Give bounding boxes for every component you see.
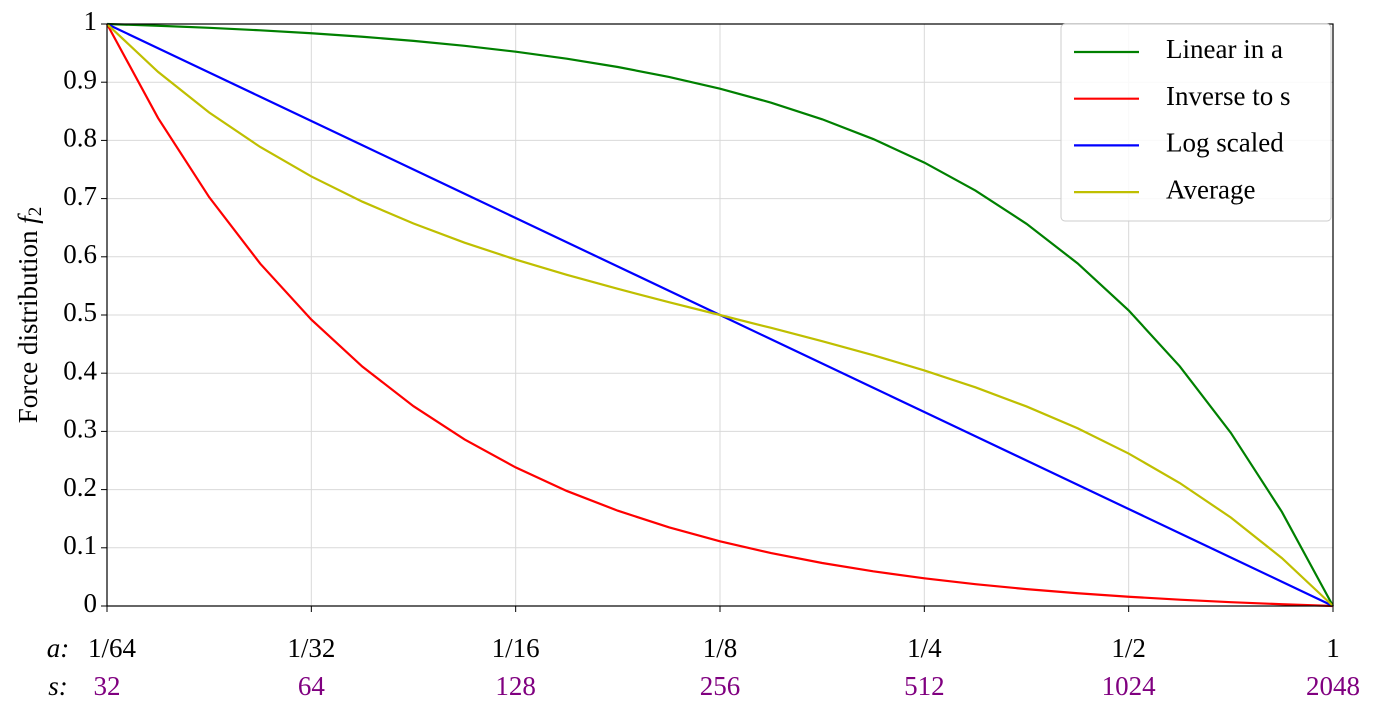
x2-tick-label: 64 (298, 671, 326, 701)
y-tick-label: 0.9 (63, 64, 97, 94)
x-tick-label: 1/16 (492, 633, 540, 663)
legend-box (1060, 23, 1332, 222)
y-tick-label: 0.5 (63, 297, 97, 327)
x2-tick-label: 2048 (1306, 671, 1360, 701)
x-tick-label: 1/4 (907, 633, 942, 663)
y-tick-label: 0 (84, 588, 98, 618)
legend-label: Average (1166, 174, 1255, 204)
line-series (106, 23, 1334, 608)
x2-tick-label: 32 (94, 671, 121, 701)
x-tick-label: 1/32 (287, 633, 335, 663)
x-tick-label: 1/64 (88, 633, 137, 663)
y-label-sub: 2 (25, 207, 46, 217)
line-series (106, 23, 1334, 607)
plot-frame (106, 23, 1334, 607)
y-label-text: Force distribution (13, 230, 43, 423)
y-tick-label: 0.1 (63, 530, 97, 560)
y-tick-label: 0.6 (63, 239, 97, 269)
legend-label: Log scaled (1166, 128, 1284, 158)
legend-label: Linear in a (1166, 34, 1283, 64)
x2-axis-label: s: (48, 671, 68, 701)
y-tick-label: 1 (84, 6, 98, 36)
y-tick-label: 0.3 (63, 414, 97, 444)
x2-tick-label: 256 (700, 671, 741, 701)
legend-label: Inverse to s (1166, 81, 1290, 111)
y-tick-label: 0.8 (63, 123, 97, 153)
x-tick-label: 1/8 (703, 633, 738, 663)
line-series (106, 22, 1334, 607)
y-tick-label: 0.4 (63, 355, 97, 385)
x2-tick-label: 128 (495, 671, 536, 701)
y-axis-label: Force distribution f2 (13, 207, 46, 424)
y-label-var: f (13, 213, 43, 224)
x-axis-label: a: (47, 633, 70, 663)
x-tick-label: 1 (1326, 633, 1340, 663)
x2-tick-label: 512 (904, 671, 945, 701)
x2-tick-label: 1024 (1102, 671, 1157, 701)
y-tick-label: 0.2 (63, 472, 97, 502)
x-tick-label: 1/2 (1111, 633, 1146, 663)
y-tick-label: 0.7 (63, 181, 97, 211)
